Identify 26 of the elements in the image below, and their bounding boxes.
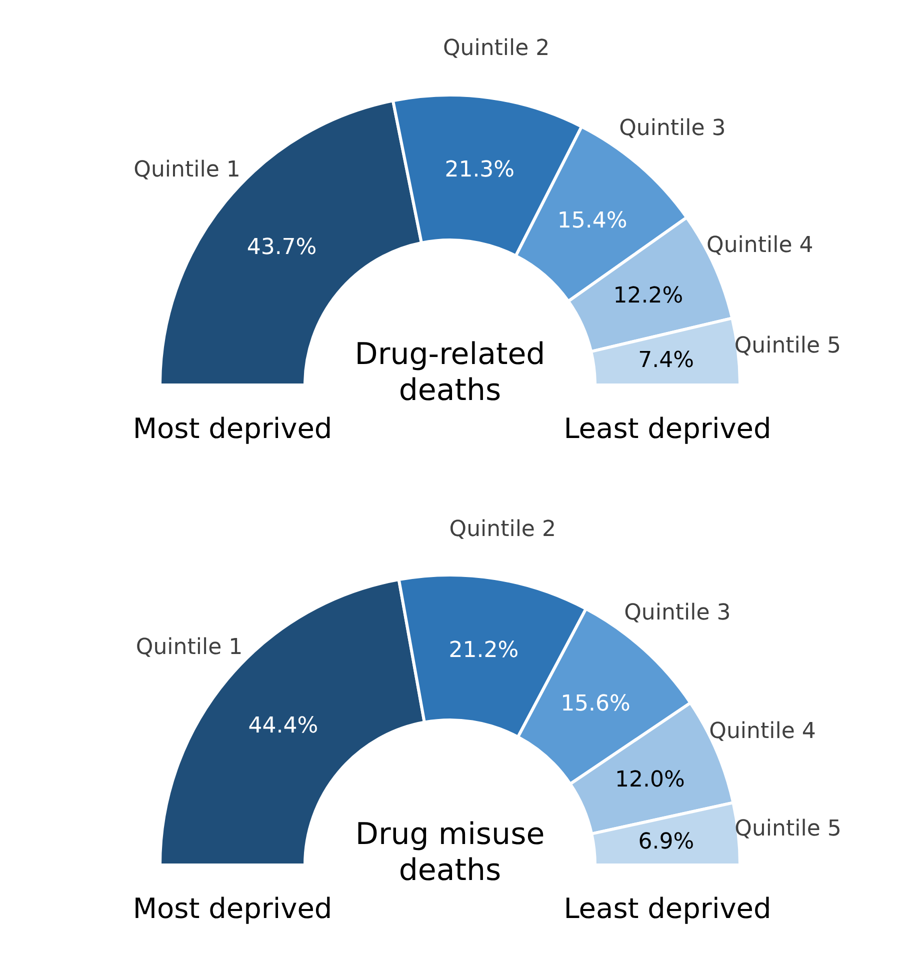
slice-label: Quintile 3 bbox=[624, 600, 731, 626]
data-label: 6.9% bbox=[638, 829, 694, 854]
slice-label: Quintile 5 bbox=[734, 816, 842, 842]
text: Least deprived bbox=[564, 412, 772, 445]
slice-label: Quintile 2 bbox=[442, 36, 550, 62]
slice-label: Quintile 2 bbox=[449, 517, 556, 542]
data-label: 15.4% bbox=[557, 208, 628, 234]
text: Most deprived bbox=[132, 892, 332, 925]
data-label: 7.4% bbox=[638, 348, 694, 373]
data-label: 21.3% bbox=[444, 158, 515, 183]
data-label: 12.0% bbox=[614, 767, 685, 792]
data-label: 43.7% bbox=[246, 235, 317, 260]
slice-label: Quintile 1 bbox=[136, 634, 243, 660]
text: Drug misuse deaths bbox=[355, 817, 545, 888]
text: Least deprived bbox=[564, 892, 772, 925]
slice-label: Quintile 1 bbox=[134, 158, 240, 183]
data-label: 21.2% bbox=[448, 638, 519, 664]
data-label: 15.6% bbox=[560, 691, 630, 716]
data-label: 12.2% bbox=[613, 283, 684, 308]
slice-label: Quintile 4 bbox=[706, 233, 814, 258]
slice-label: Quintile 5 bbox=[734, 334, 842, 359]
data-label: 44.4% bbox=[248, 713, 318, 738]
text: Most deprived bbox=[132, 412, 332, 445]
slice-label: Quintile 3 bbox=[619, 116, 726, 141]
text: Drug-related deaths bbox=[354, 337, 546, 408]
slice-label: Quintile 4 bbox=[709, 719, 816, 744]
